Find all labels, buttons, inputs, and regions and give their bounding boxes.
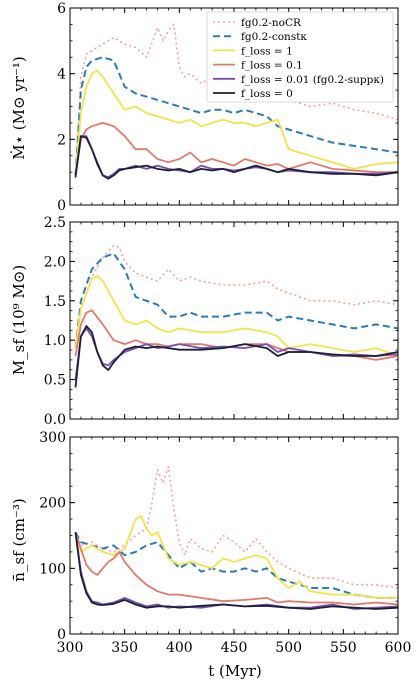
x-tick-label: 550 <box>330 640 357 656</box>
legend: fg0.2-noCR fg0.2-constκ f_loss = 1 f_loss =… <box>206 11 394 103</box>
y-axis-label-msf: M_sf (10⁹ M⊙) <box>10 265 28 375</box>
series-line-4 <box>74 532 398 610</box>
panel-star-formation-rate: 0 2 4 6 <box>57 1 399 214</box>
series-line-2 <box>74 514 398 599</box>
series-line-1 <box>74 56 398 176</box>
y-tick-label: 1.0 <box>44 333 66 349</box>
x-tick-label: 600 <box>385 640 412 656</box>
y-tick-label: 1.5 <box>44 294 66 310</box>
x-tick-label: 450 <box>221 640 248 656</box>
series-line-0 <box>74 23 398 179</box>
y-tick-label: 2.0 <box>44 254 66 270</box>
y-tick-label: 0 <box>57 627 66 643</box>
legend-label: f_loss = 0 <box>241 88 293 100</box>
y-tick-label: 0.0 <box>44 412 66 428</box>
y-tick-label: 0 <box>57 198 66 214</box>
series-line-3 <box>74 122 398 176</box>
series-line-2 <box>74 69 398 176</box>
y-axis-label-nsf: n̄_sf (cm⁻³) <box>10 498 28 581</box>
axes-frame <box>69 221 399 420</box>
y-axis-label-sfr: Ṁ⋆ (M⊙ yr⁻¹) <box>10 56 28 160</box>
y-tick-label: 2 <box>57 132 66 148</box>
y-tick-label: 300 <box>39 430 66 446</box>
series-line-5 <box>74 325 398 388</box>
x-tick-label: 500 <box>275 640 302 656</box>
panel-mean-density: 0 100 200 300 300 350 400 450 500 550 600 <box>39 430 411 656</box>
series-line-1 <box>74 531 398 599</box>
x-tick-label: 300 <box>57 640 84 656</box>
y-tick-label: 100 <box>39 561 66 577</box>
series-line-1 <box>74 252 398 349</box>
series-line-5 <box>74 135 398 180</box>
x-axis-label: t (Myr) <box>208 662 262 680</box>
legend-label: f_loss = 1 <box>241 45 293 57</box>
y-tick-label: 0.5 <box>44 373 66 389</box>
series-line-0 <box>74 244 398 349</box>
series-line-5 <box>74 532 398 610</box>
legend-label: f_loss = 0.1 <box>241 60 303 72</box>
y-tick-label: 200 <box>39 496 66 512</box>
series-line-3 <box>74 531 398 606</box>
x-tick-label: 350 <box>111 640 138 656</box>
y-tick-label: 4 <box>57 67 66 83</box>
series-line-4 <box>74 327 398 380</box>
y-tick-label: 2.5 <box>44 215 66 231</box>
y-tick-label: 6 <box>57 1 66 17</box>
series-line-2 <box>74 274 398 357</box>
legend-label: fg0.2-noCR <box>241 17 302 29</box>
panel-star-forming-mass: 0.0 0.5 1.0 1.5 2.0 2.5 <box>44 215 399 428</box>
legend-box <box>206 11 394 103</box>
series-line-0 <box>74 465 398 589</box>
legend-label: fg0.2-constκ <box>241 31 307 43</box>
legend-label: f_loss = 0.01 (fg0.2-suppκ) <box>241 74 384 86</box>
x-tick-label: 400 <box>166 640 193 656</box>
